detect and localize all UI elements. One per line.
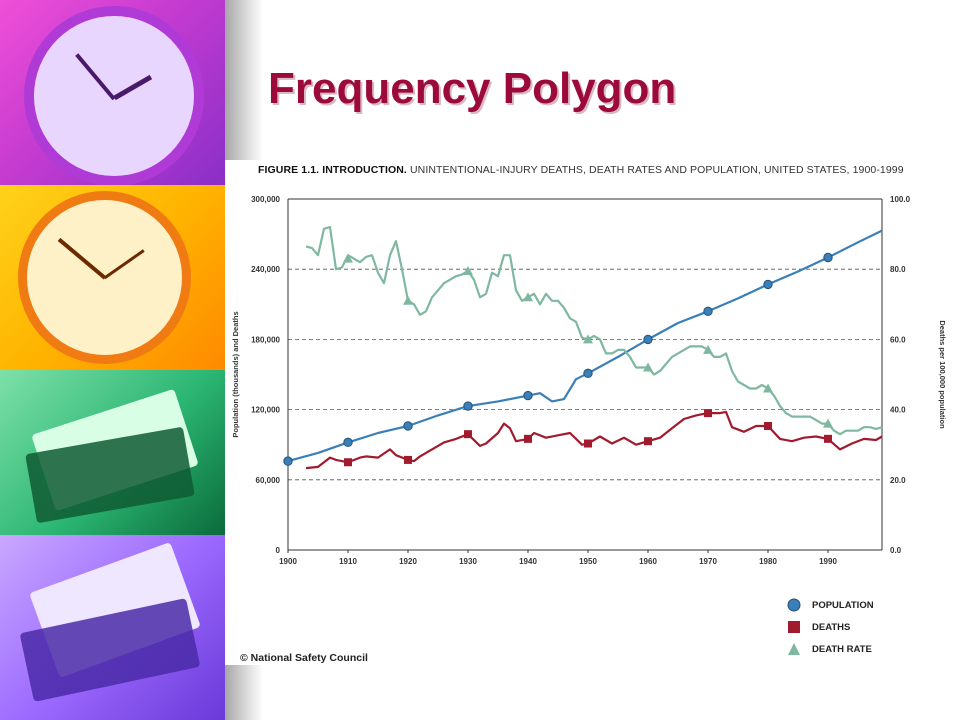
y2-tick-label: 0.0 [890,546,902,555]
green-papers-photo [0,370,225,535]
x-tick-label: 1920 [399,557,417,566]
population-point [583,368,593,379]
deaths-point [764,421,772,430]
x-tick-label: 1960 [639,557,657,566]
figure-title-bold: FIGURE 1.1. INTRODUCTION. [258,164,407,176]
figure-title-rest: UNINTENTIONAL-INJURY DEATHS, DEATH RATES… [406,164,904,176]
x-tick-label: 1950 [579,557,597,566]
population-point [343,437,353,448]
legend-item-death-rate: DEATH RATE [786,638,874,660]
legend-item-population: POPULATION [786,594,874,616]
deaths-point [644,437,652,446]
death-rate-point [463,265,473,275]
deaths-point [344,458,352,467]
legend-label: POPULATION [812,599,874,611]
deaths-point [824,434,832,443]
y-tick-label: 0 [276,546,281,555]
population-point [523,390,533,401]
death-rate-point [403,295,413,305]
legend-label: DEATH RATE [812,643,872,655]
deaths-point [584,439,592,448]
y2-tick-label: 60.0 [890,335,906,344]
deaths-point [404,455,412,464]
x-tick-label: 1910 [339,557,357,566]
purple-clock-photo [0,0,225,185]
frequency-polygon-chart: 0 60,000 120,000 180,000 240,000 300,000 0.0 20… [231,195,947,566]
population-point [283,456,293,466]
y-tick-label: 180,000 [251,335,280,344]
y-axis-title: Population (thousands) and Deaths [231,311,240,437]
x-tick-label: 1940 [519,557,537,566]
deaths-point [524,434,532,443]
y-tick-label: 300,000 [251,195,280,204]
legend-item-deaths: DEATHS [786,616,874,638]
x-tick-label: 1980 [759,557,777,566]
population-point [823,252,833,263]
purple-papers-photo [0,535,225,720]
y-tick-label: 120,000 [251,406,280,415]
series-line-death-rate [305,225,883,436]
y-tick-label: 60,000 [256,476,281,485]
population-point [763,279,773,290]
death-rate-point [763,383,773,393]
circle-icon [786,597,802,613]
legend-label: DEATHS [812,621,851,633]
x-tick-label: 1900 [279,557,297,566]
orange-clock-photo [0,185,225,370]
y-tick-label: 240,000 [251,265,280,274]
figure-title: FIGURE 1.1. INTRODUCTION. UNINTENTIONAL-… [258,164,904,176]
y2-tick-label: 100.0 [890,195,911,204]
x-tick-label: 1930 [459,557,477,566]
series-line-population [287,229,883,463]
y2-tick-label: 80.0 [890,265,906,274]
deaths-point [704,409,712,418]
y2-tick-label: 40.0 [890,406,906,415]
death-rate-point [523,292,533,302]
death-rate-point [703,344,713,354]
credit-text: © National Safety Council [240,652,368,664]
square-icon [786,619,802,635]
clock-icon [24,6,204,185]
chart-legend: POPULATION DEATHS DEATH RATE [786,594,874,660]
population-point [643,334,653,345]
death-rate-point [823,418,833,428]
death-rate-point [643,362,653,372]
population-point [463,401,473,411]
population-point [703,306,713,317]
clock-icon [18,191,191,364]
death-rate-point [583,334,593,344]
population-point [403,421,413,431]
death-rate-point [343,253,353,263]
x-tick-label: 1990 [819,557,837,566]
slide-title: Frequency Polygon [268,64,677,113]
deaths-point [464,430,472,439]
decorative-photo-strip [0,0,225,720]
series-line-deaths [305,410,883,470]
y2-tick-label: 20.0 [890,476,906,485]
triangle-icon [786,641,802,657]
figure-panel [225,160,960,665]
y2-axis-title: Deaths per 100,000 population [938,320,947,429]
x-tick-label: 1970 [699,557,717,566]
